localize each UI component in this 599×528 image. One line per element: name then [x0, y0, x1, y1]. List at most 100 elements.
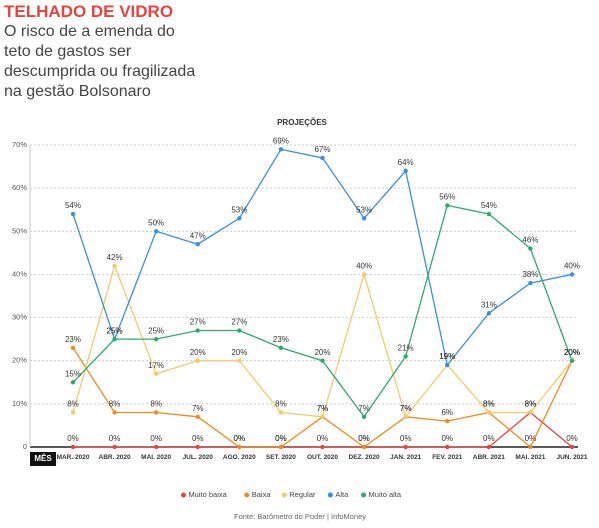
data-point: [112, 410, 117, 415]
data-point: [112, 444, 117, 450]
data-label: 20%: [564, 348, 580, 357]
data-label: 27%: [190, 318, 206, 327]
data-label: 31%: [481, 300, 497, 309]
data-point: [153, 336, 159, 342]
header-title: TELHADO DE VIDRO: [4, 2, 174, 21]
data-point: [445, 418, 450, 424]
data-label: 0%: [275, 434, 287, 443]
data-label: 8%: [275, 400, 287, 409]
data-point: [403, 414, 408, 419]
data-label: 17%: [148, 361, 164, 370]
data-label: 25%: [107, 326, 123, 335]
data-label: 20%: [564, 348, 580, 357]
data-label: 0%: [109, 434, 121, 443]
legend-marker: [180, 492, 186, 498]
data-label: 0%: [234, 434, 246, 443]
data-point: [153, 444, 159, 450]
data-point: [153, 410, 159, 415]
data-label: 47%: [190, 231, 206, 240]
data-point: [70, 410, 76, 415]
x-tick-label: JUN. 2021: [556, 454, 588, 461]
chart-title: PROJEÇÕES: [277, 118, 327, 127]
data-point: [278, 345, 284, 350]
y-tick-label: 50%: [12, 226, 27, 235]
data-label: 40%: [564, 262, 580, 271]
data-label: 25%: [148, 326, 164, 335]
data-label: 69%: [273, 136, 289, 145]
data-label: 8%: [483, 400, 495, 409]
data-label: 38%: [522, 270, 538, 279]
legend-marker: [327, 492, 333, 498]
data-label: 8%: [109, 400, 121, 409]
data-label: 42%: [107, 253, 123, 262]
data-point: [569, 272, 575, 277]
data-label: 8%: [67, 400, 79, 409]
x-tick-label: MAI. 2020: [141, 454, 172, 461]
data-point: [153, 229, 159, 234]
data-point: [237, 444, 242, 450]
legend-label: Muito alta: [369, 490, 402, 499]
data-point: [486, 211, 492, 217]
data-point: [320, 444, 325, 450]
data-point: [278, 410, 284, 415]
data-point: [528, 410, 533, 415]
x-tick-label: OUT. 2020: [306, 454, 339, 461]
x-tick-label: FEV. 2021: [432, 454, 463, 461]
legend-label: Regular: [289, 490, 316, 499]
data-label: 46%: [522, 236, 538, 245]
y-tick-label: 70%: [12, 140, 27, 149]
y-tick-label: 40%: [12, 269, 27, 278]
data-label: 54%: [481, 201, 497, 210]
x-tick-label: ABR. 2020: [98, 454, 131, 461]
y-tick-label: 10%: [12, 399, 27, 408]
data-point: [445, 444, 450, 450]
data-label: 20%: [314, 348, 330, 357]
x-axis-label: MÊS: [34, 454, 52, 463]
x-tick-label: DEZ. 2020: [348, 454, 380, 461]
x-tick-label: AGO. 2020: [222, 454, 256, 461]
legend-marker: [281, 492, 287, 498]
y-tick-label: 60%: [12, 183, 27, 192]
series-line: [72, 204, 573, 418]
data-label: 7%: [400, 404, 412, 413]
data-point: [320, 414, 325, 419]
data-label: 40%: [356, 262, 372, 271]
data-point: [278, 147, 284, 152]
data-point: [195, 444, 200, 450]
data-label: 6%: [441, 408, 453, 417]
data-label: 7%: [317, 404, 329, 413]
data-label: 20%: [231, 348, 247, 357]
data-label: 53%: [356, 205, 372, 214]
data-point: [70, 211, 76, 217]
data-point: [112, 336, 117, 342]
x-tick-label: MAR. 2020: [56, 454, 90, 461]
data-label: 25%: [107, 326, 123, 335]
data-label: 7%: [317, 404, 329, 413]
data-label: 23%: [273, 335, 289, 344]
data-label: 7%: [400, 404, 412, 413]
legend-label: Baixa: [252, 490, 272, 499]
data-point: [112, 263, 117, 268]
data-label: 0%: [400, 434, 412, 443]
data-label: 8%: [483, 400, 495, 409]
data-point: [486, 410, 492, 415]
data-label: 0%: [358, 434, 370, 443]
x-tick-label: ABR. 2021: [472, 454, 505, 461]
data-label: 0%: [234, 434, 246, 443]
data-point: [569, 358, 575, 363]
data-label: 23%: [65, 335, 81, 344]
data-label: 8%: [525, 400, 537, 409]
data-label: 0%: [358, 434, 370, 443]
data-label: 54%: [65, 201, 81, 210]
data-point: [403, 444, 408, 450]
data-label: 0%: [525, 434, 537, 443]
data-label: 0%: [566, 434, 578, 443]
data-point: [361, 272, 367, 277]
data-point: [361, 216, 367, 221]
x-tick-label: JAN. 2021: [390, 454, 422, 461]
data-point: [237, 328, 242, 333]
legend-label: Muito baixa: [188, 490, 227, 499]
data-label: 0%: [483, 434, 495, 443]
